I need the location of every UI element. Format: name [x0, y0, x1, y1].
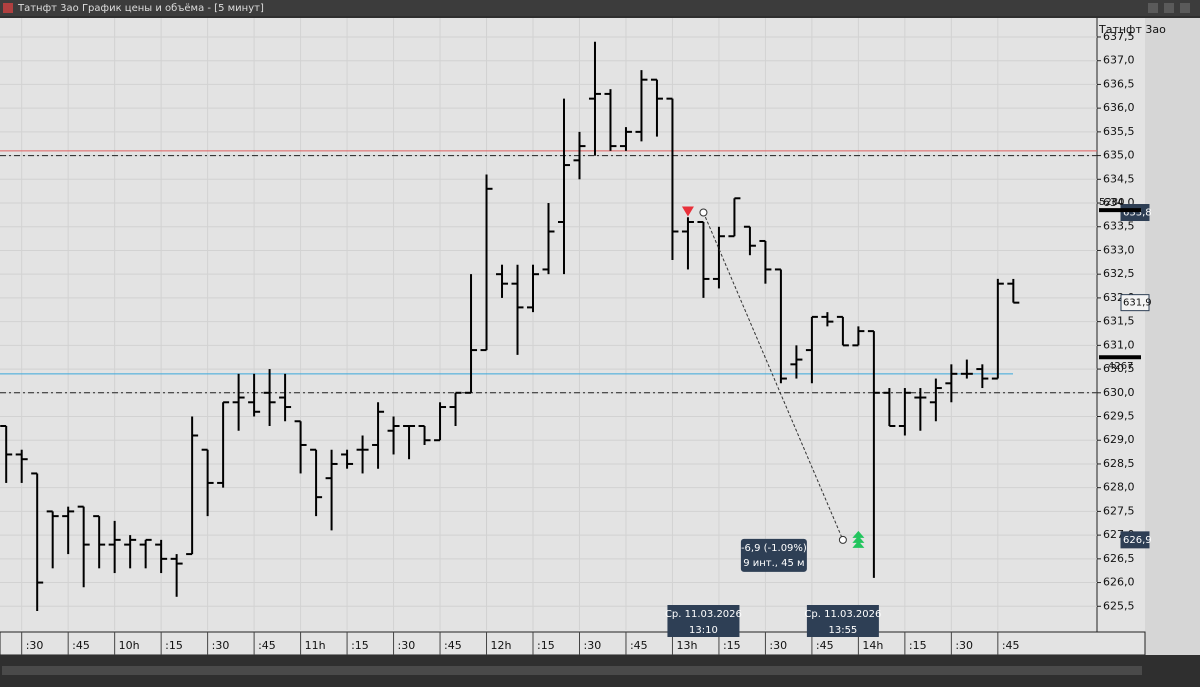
y-tick-label: 628,5: [1103, 457, 1135, 470]
x-tick-label: :30: [398, 639, 416, 652]
crosshair-date: Ср. 11.03.2026: [665, 609, 742, 620]
y-tick-label: 625,5: [1103, 599, 1135, 612]
y-tick-label: 637,0: [1103, 54, 1135, 67]
y-tick-label: 627,5: [1103, 504, 1135, 517]
maximize-button[interactable]: [1164, 3, 1174, 13]
y-tick-label: 632,5: [1103, 267, 1135, 280]
plot: -6,9 (-1.09%) 9 инт., 45 м: [0, 18, 1097, 630]
price-label-box: [1120, 531, 1150, 549]
y-tick-label: 630,0: [1103, 386, 1135, 399]
y-tick-label: 629,0: [1103, 433, 1135, 446]
x-tick-label: :15: [537, 639, 555, 652]
y-tick-label: 637,5: [1103, 30, 1135, 43]
plot-background: [0, 18, 1145, 632]
measure-point: [699, 208, 708, 217]
price-label: 633,8: [1123, 208, 1152, 219]
y-tick-label: 626,5: [1103, 552, 1135, 565]
x-tick-label: 12h: [491, 639, 512, 652]
y-tick-label: 628,0: [1103, 481, 1135, 494]
x-tick-label: :15: [909, 639, 927, 652]
y-tick-label: 636,0: [1103, 101, 1135, 114]
x-tick-label: :45: [630, 639, 648, 652]
price-label-box: [1120, 294, 1150, 312]
buy-signal: [852, 530, 865, 548]
measure-point: [838, 535, 847, 544]
x-tick-label: :15: [351, 639, 369, 652]
y-tick-label: 633,0: [1103, 243, 1135, 256]
minimize-button[interactable]: [1148, 3, 1158, 13]
x-tick-label: :15: [723, 639, 741, 652]
x-tick-label: :45: [816, 639, 834, 652]
crosshair-time-box: [806, 605, 879, 637]
app-icon: [3, 3, 13, 13]
crosshair-time: 13:10: [689, 625, 718, 636]
y-tick-label: 626,0: [1103, 576, 1135, 589]
x-tick-label: :45: [444, 639, 462, 652]
x-tick-label: 13h: [676, 639, 697, 652]
volume-label: 4267: [1108, 361, 1133, 372]
y-tick-label: 634,5: [1103, 172, 1135, 185]
x-tick-label: :45: [258, 639, 276, 652]
x-tick-label: :30: [955, 639, 973, 652]
scrollbar[interactable]: [2, 666, 1142, 675]
x-tick-label: :30: [212, 639, 230, 652]
x-tick-label: 11h: [305, 639, 326, 652]
measure-line: [702, 212, 844, 541]
x-tick-label: :30: [26, 639, 44, 652]
y-tick-label: 635,5: [1103, 125, 1135, 138]
measure-sublabel: 9 инт., 45 м: [743, 558, 804, 569]
measure-box: [740, 538, 807, 572]
y-tick-label: 633,5: [1103, 220, 1135, 233]
price-label: 626,9: [1123, 535, 1152, 546]
y-tick-label: 630,5: [1103, 362, 1135, 375]
crosshair-time: 13:55: [828, 625, 857, 636]
y-tick-label: 635,0: [1103, 149, 1135, 162]
y-tick-label: 636,5: [1103, 77, 1135, 90]
price-label: 631,9: [1123, 298, 1152, 309]
measure-label: -6,9 (-1.09%): [741, 543, 807, 554]
window-title: Татнфт 3ао График цены и объёма - [5 мин…: [17, 3, 264, 14]
volume-label: 5280: [1099, 197, 1124, 208]
x-tick-label: 10h: [119, 639, 140, 652]
x-tick-label: :30: [769, 639, 787, 652]
close-button[interactable]: [1180, 3, 1190, 13]
crosshair-time-box: [667, 605, 740, 637]
y-tick-label: 631,5: [1103, 315, 1135, 328]
crosshair-date: Ср. 11.03.2026: [804, 609, 881, 620]
x-tick-label: :15: [165, 639, 183, 652]
y-tick-label: 631,0: [1103, 338, 1135, 351]
x-tick-label: 14h: [862, 639, 883, 652]
side-panel: [1145, 18, 1200, 655]
x-tick-label: :45: [1002, 639, 1020, 652]
x-tick-label: :30: [583, 639, 601, 652]
y-tick-label: 629,5: [1103, 410, 1135, 423]
sell-signal: [681, 206, 694, 217]
x-tick-label: :45: [72, 639, 90, 652]
instrument-label: Татнфт 3ао: [1098, 23, 1166, 36]
title-bar: [0, 0, 1200, 16]
